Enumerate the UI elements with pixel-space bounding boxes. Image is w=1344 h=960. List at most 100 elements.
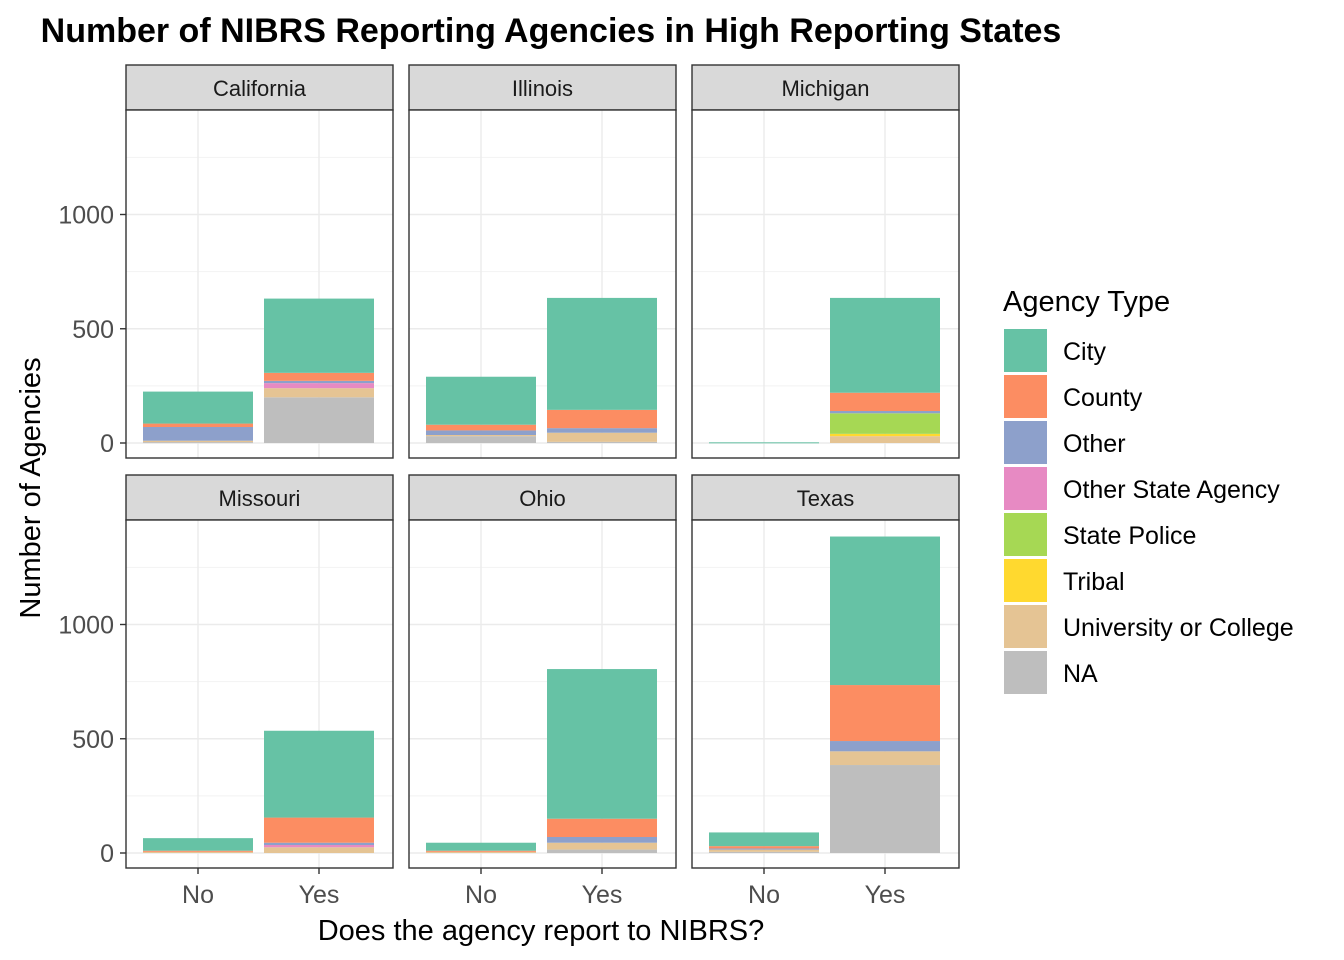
bar-segment-na xyxy=(143,442,253,444)
facet-strip xyxy=(691,64,960,111)
bar-segment-city xyxy=(709,832,819,847)
facet-illinois: Illinois xyxy=(408,64,677,459)
legend-swatch xyxy=(1004,559,1047,602)
bar-segment-city xyxy=(264,730,374,818)
bar-segment-county xyxy=(426,850,536,852)
facet-strip-label: Texas xyxy=(797,486,854,511)
bar-no xyxy=(426,842,536,853)
facet-michigan: Michigan xyxy=(691,64,960,459)
bar-segment-county xyxy=(143,850,253,852)
bar-segment-other xyxy=(547,428,657,433)
legend: Agency Type City County Other Other State A… xyxy=(1003,286,1294,694)
x-axis-title: Does the agency report to NIBRS? xyxy=(318,915,765,947)
facet-strip-label: Missouri xyxy=(219,486,301,511)
legend-label: City xyxy=(1063,338,1107,366)
bar-segment-county xyxy=(547,818,657,838)
bar-segment-city xyxy=(830,536,940,686)
bar-segment-university-or-college xyxy=(709,849,819,852)
bar-segment-university-or-college xyxy=(143,440,253,443)
legend-label: Other xyxy=(1063,430,1126,458)
bar-segment-university-or-college xyxy=(426,851,536,853)
bar-segment-university-or-college xyxy=(426,435,536,437)
y-tick-label: 500 xyxy=(72,316,114,344)
x-tick-label: No xyxy=(465,881,497,909)
bar-segment-other-state-agency xyxy=(264,845,374,848)
legend-label: State Police xyxy=(1063,522,1196,550)
legend-label: Tribal xyxy=(1063,568,1125,596)
x-tick-label: Yes xyxy=(865,881,906,909)
y-tick-label: 1000 xyxy=(58,612,114,640)
bar-segment-other xyxy=(264,380,374,384)
bar-no xyxy=(143,391,253,444)
legend-swatch xyxy=(1004,467,1047,510)
bar-segment-city xyxy=(830,297,940,393)
bar-segment-city xyxy=(264,298,374,373)
legend-label: Other State Agency xyxy=(1063,476,1280,504)
facet-strip-label: Michigan xyxy=(781,76,869,101)
x-tick-label: Yes xyxy=(299,881,340,909)
bar-yes xyxy=(547,297,657,443)
bar-segment-university-or-college xyxy=(143,851,253,853)
x-tick-label: Yes xyxy=(582,881,623,909)
bar-segment-other-state-agency xyxy=(264,383,374,389)
panel-border xyxy=(691,519,960,869)
bar-no xyxy=(709,832,819,853)
facet-california: California 0 500 1000 xyxy=(58,64,394,459)
legend-label: University or College xyxy=(1063,614,1294,642)
bar-segment-university-or-college xyxy=(264,388,374,398)
bar-segment-university-or-college xyxy=(264,847,374,853)
legend-item-state-police: State Police xyxy=(1004,513,1196,556)
bar-yes xyxy=(830,297,940,443)
facet-strip-label: California xyxy=(213,76,307,101)
bar-segment-county xyxy=(264,372,374,381)
facet-strip xyxy=(691,474,960,521)
legend-item-county: County xyxy=(1004,375,1143,418)
bar-segment-other xyxy=(547,837,657,843)
legend-label: County xyxy=(1063,384,1143,412)
bar-yes xyxy=(264,298,374,443)
bar-yes xyxy=(264,730,374,853)
bar-yes xyxy=(547,669,657,853)
bar-segment-university-or-college xyxy=(830,436,940,443)
bar-yes xyxy=(830,536,940,853)
legend-label: NA xyxy=(1063,660,1098,688)
panel-border xyxy=(125,109,394,459)
y-axis-title: Number of Agencies xyxy=(15,357,47,618)
bar-segment-county xyxy=(426,424,536,431)
bar-segment-other xyxy=(426,430,536,436)
facet-texas: Texas No Yes xyxy=(691,474,960,909)
facet-strip xyxy=(125,474,394,521)
bar-segment-na xyxy=(547,441,657,443)
legend-swatch xyxy=(1004,605,1047,648)
panel-border xyxy=(691,109,960,459)
legend-item-na: NA xyxy=(1004,651,1098,694)
legend-item-other-state-agency: Other State Agency xyxy=(1004,467,1280,510)
bar-segment-na xyxy=(426,436,536,443)
bar-segment-city xyxy=(143,838,253,851)
bar-no xyxy=(143,838,253,853)
bar-segment-county xyxy=(264,817,374,843)
bar-segment-other xyxy=(830,411,940,414)
bar-segment-other xyxy=(830,741,940,752)
panel-border xyxy=(125,519,394,869)
bar-segment-other xyxy=(143,427,253,441)
x-tick-label: No xyxy=(748,881,780,909)
bar-segment-state-police xyxy=(830,413,940,434)
bar-segment-other xyxy=(264,842,374,846)
legend-swatch xyxy=(1004,513,1047,556)
bar-segment-county xyxy=(830,685,940,742)
bar-segment-city xyxy=(547,297,657,410)
bar-segment-county xyxy=(709,846,819,849)
legend-swatch xyxy=(1004,421,1047,464)
y-tick-label: 0 xyxy=(100,430,114,458)
y-tick-label: 0 xyxy=(100,840,114,868)
legend-title: Agency Type xyxy=(1003,286,1170,318)
legend-item-tribal: Tribal xyxy=(1004,559,1125,602)
bar-segment-city xyxy=(426,842,536,851)
bar-segment-na xyxy=(547,849,657,853)
bar-segment-county xyxy=(143,423,253,428)
bar-segment-na xyxy=(709,851,819,853)
bar-segment-na xyxy=(264,397,374,443)
bar-no xyxy=(709,442,819,444)
facet-strip-label: Ohio xyxy=(519,486,565,511)
